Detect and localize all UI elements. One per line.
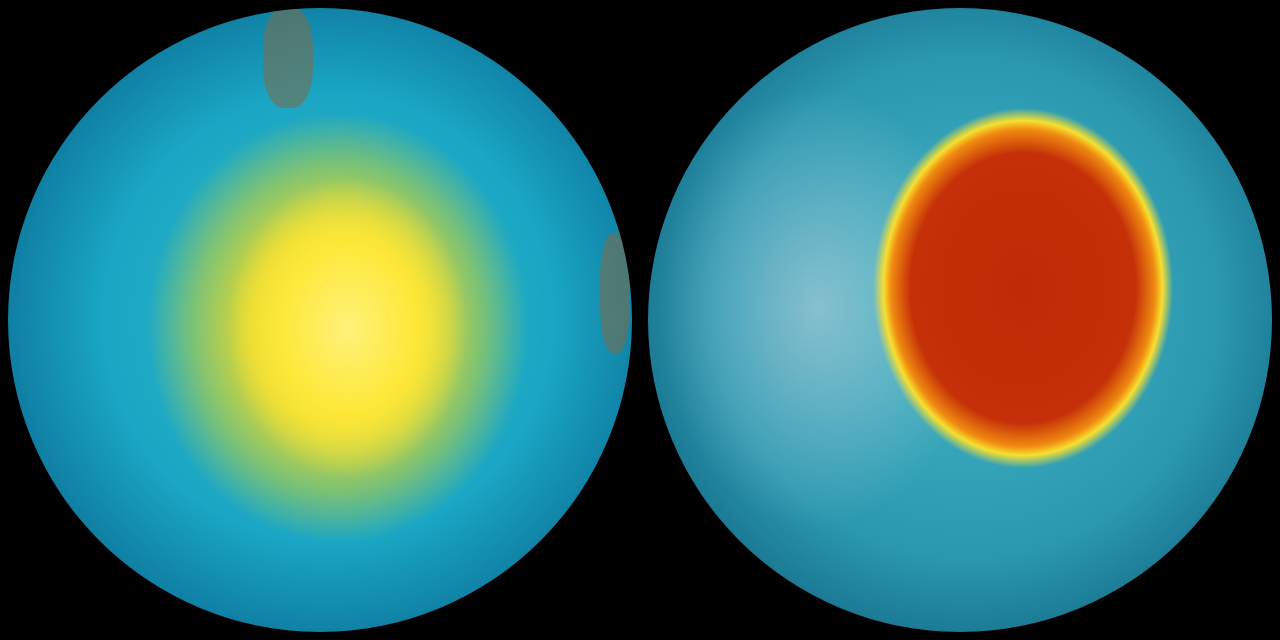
globe-limb-shading [648, 8, 1272, 632]
southern-hemisphere-globe [8, 8, 632, 632]
polar-vortex-globe [648, 8, 1272, 632]
globe-limb-shading [8, 8, 632, 632]
